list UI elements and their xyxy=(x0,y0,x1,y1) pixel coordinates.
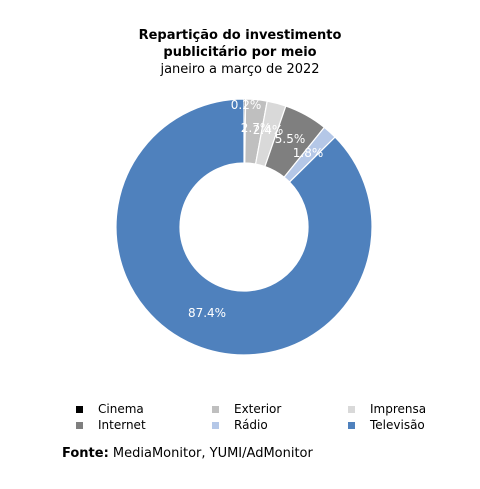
legend-label-televisão: Televisão xyxy=(370,418,425,432)
chart-title-line2: publicitário por meio xyxy=(163,45,317,60)
chart-title-line1: Repartição do investimento xyxy=(138,28,342,43)
data-label-exterior: 2.7% xyxy=(241,121,272,135)
donut-chart: 0.2% 2.7%2.4%5.5%1.8% 87.4% xyxy=(115,98,373,356)
legend-label-rádio: Rádio xyxy=(234,418,268,432)
source-note: Fonte: MediaMonitor, YUMI/AdMonitor xyxy=(62,446,313,461)
data-label-televisão: 87.4% xyxy=(188,306,226,320)
chart-subtitle: janeiro a março de 2022 xyxy=(160,62,320,77)
legend-label-internet: Internet xyxy=(98,418,146,432)
legend-label-exterior: Exterior xyxy=(234,402,282,416)
legend-label-imprensa: Imprensa xyxy=(370,402,427,416)
data-label-internet: 5.5% xyxy=(275,132,306,146)
legend-swatch-cinema xyxy=(76,406,83,413)
legend-label-cinema: Cinema xyxy=(98,402,144,416)
data-label-rádio: 1.8% xyxy=(293,146,324,160)
legend-swatch-televisão xyxy=(348,422,355,429)
donut-slice-televisão xyxy=(115,98,373,356)
data-label-imprensa: 2.4% xyxy=(253,123,284,137)
legend-swatch-exterior xyxy=(212,406,219,413)
source-text: MediaMonitor, YUMI/AdMonitor xyxy=(108,446,313,461)
legend-swatch-imprensa xyxy=(348,406,355,413)
source-label: Fonte: xyxy=(62,446,109,461)
data-label-cinema: 0.2% xyxy=(231,98,262,112)
legend-swatch-internet xyxy=(76,422,83,429)
legend-swatch-rádio xyxy=(212,422,219,429)
